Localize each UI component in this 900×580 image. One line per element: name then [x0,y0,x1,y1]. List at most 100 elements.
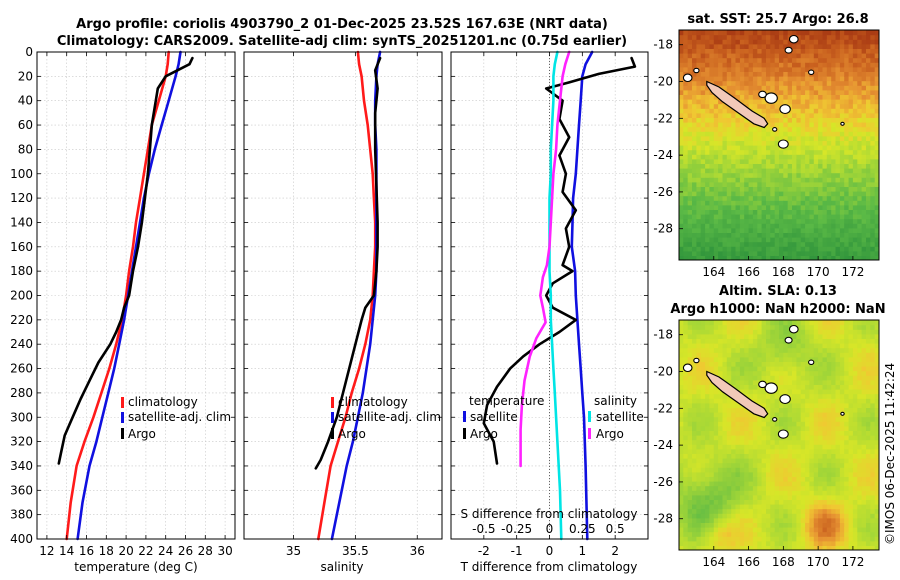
heatmap-cell [696,402,702,408]
heatmap-cell [774,200,780,206]
heatmap-cell [739,30,745,36]
heatmap-cell [787,89,793,95]
heatmap-cell [857,458,863,464]
heatmap-cell [844,246,850,252]
heatmap-cell [809,223,815,229]
heatmap-cell [679,85,684,91]
heatmap-cell [735,94,741,100]
heatmap-cell [718,214,723,220]
heatmap-cell [700,154,706,160]
heatmap-cell [726,195,732,201]
heatmap-cell [718,80,723,86]
heatmap-cell [774,407,780,413]
heatmap-cell [852,347,858,353]
heatmap-cell [774,531,780,537]
heatmap-cell [809,39,815,45]
heatmap-cell [848,223,854,229]
heatmap-cell [866,112,871,118]
heatmap-cell [783,255,789,260]
heatmap-cell [770,444,776,450]
heatmap-cell [752,76,758,82]
heatmap-cell [796,471,802,477]
heatmap-cell [809,531,815,537]
heatmap-cell [783,444,789,450]
temperature-legend-satellite-swatch [121,412,124,423]
heatmap-cell [705,338,710,344]
heatmap-cell [748,241,754,247]
ytick-label: 0 [25,45,33,59]
heatmap-cell [848,370,854,376]
heatmap-cell [809,76,815,82]
heatmap-cell [848,57,854,63]
heatmap-cell [692,508,697,514]
heatmap-cell [831,250,837,256]
heatmap-cell [835,227,841,233]
heatmap-cell [687,214,693,220]
heatmap-cell [831,485,837,491]
heatmap-cell [748,545,754,550]
heatmap-cell [852,181,858,187]
xtick-label: 36 [410,544,425,558]
heatmap-cell [818,356,823,362]
heatmap-cell [683,545,689,550]
heatmap-cell [709,255,715,260]
heatmap-cell [709,99,715,105]
heatmap-cell [757,140,763,146]
heatmap-cell [800,545,806,550]
heatmap-cell [739,232,745,238]
heatmap-cell [713,356,719,362]
heatmap-cell [874,131,879,137]
heatmap-cell [852,168,858,174]
heatmap-cell [800,149,806,155]
heatmap-cell [731,172,737,178]
heatmap-cell [752,379,758,385]
heatmap-cell [809,227,815,233]
heatmap-cell [818,338,823,344]
heatmap-cell [713,108,719,114]
heatmap-cell [731,131,737,137]
heatmap-cell [709,540,715,546]
heatmap-cell [705,131,710,137]
heatmap-cell [718,227,723,233]
heatmap-cell [861,172,867,178]
heatmap-cell [874,444,879,450]
heatmap-cell [844,255,850,260]
temperature-lines [57,50,194,541]
heatmap-cell [792,517,797,523]
heatmap-cell [870,131,876,137]
heatmap-cell [692,163,697,169]
heatmap-cell [857,384,863,390]
heatmap-cell [822,186,828,192]
heatmap-cell [705,149,710,155]
heatmap-cell [744,62,750,68]
heatmap-cell [774,250,780,256]
heatmap-cell [870,39,876,45]
heatmap-cell [818,379,823,385]
heatmap-cell [835,356,841,362]
heatmap-cell [783,531,789,537]
heatmap-cell [792,453,797,459]
heatmap-cell [805,389,810,395]
heatmap-cell [835,347,841,353]
heatmap-cell [700,430,706,436]
heatmap-cell [874,448,879,454]
heatmap-cell [696,122,702,128]
heatmap-cell [700,250,706,256]
heatmap-cell [774,370,780,376]
heatmap-cell [687,416,693,422]
heatmap-cell [857,379,863,385]
heatmap-cell [874,324,879,330]
heatmap-cell [852,103,858,109]
heatmap-cell [679,112,684,118]
heatmap-cell [700,140,706,146]
heatmap-cell [774,540,780,546]
heatmap-cell [744,99,750,105]
heatmap-cell [709,467,715,473]
heatmap-cell [809,356,815,362]
heatmap-cell [792,140,797,146]
heatmap-cell [818,458,823,464]
heatmap-cell [866,204,871,210]
heatmap-cell [739,407,745,413]
heatmap-cell [692,131,697,137]
heatmap-cell [705,145,710,151]
